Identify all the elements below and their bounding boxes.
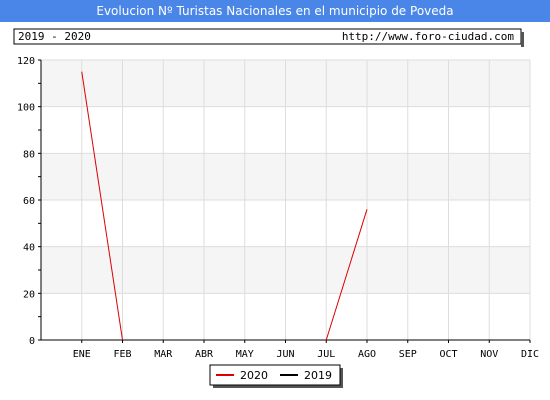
x-tick-label: AGO <box>358 349 376 360</box>
plot-area: 0 20 40 60 80 100 120 ENE FEB MAR ABR MAY JUN JUL AGO S… <box>17 56 539 360</box>
legend-box <box>209 364 341 386</box>
x-tick-label: ABR <box>195 349 214 360</box>
x-tick-label: OCT <box>439 349 457 360</box>
legend-label: 2020 <box>240 369 268 382</box>
x-tick-label: JUL <box>317 349 335 360</box>
chart-title: Evolucion Nº Turistas Nacionales en el m… <box>96 4 453 18</box>
x-tick-label: FEB <box>113 349 131 360</box>
legend: 2020 2019 <box>209 364 343 388</box>
series-line-2020 <box>325 209 368 341</box>
y-tick-label: 60 <box>23 196 35 207</box>
y-tick-label: 120 <box>17 56 35 67</box>
x-tick-label: JUN <box>276 349 294 360</box>
x-tick-label: NOV <box>480 349 498 360</box>
x-tick-label: MAR <box>154 349 173 360</box>
legend-label: 2019 <box>304 369 332 382</box>
info-bar-shadow <box>521 32 524 47</box>
title-bar <box>0 0 550 22</box>
x-tick-label: MAY <box>236 349 254 360</box>
series-line-2020 <box>81 71 123 341</box>
source-url: http://www.foro-ciudad.com <box>342 30 515 43</box>
y-tick-label: 40 <box>23 243 35 254</box>
x-tick-label: ENE <box>73 349 91 360</box>
x-tick-label: SEP <box>399 349 417 360</box>
y-tick-label: 80 <box>23 149 35 160</box>
y-tick-label: 100 <box>17 103 35 114</box>
x-tick-label: DIC <box>521 349 539 360</box>
y-tick-label: 20 <box>23 289 35 300</box>
period-label: 2019 - 2020 <box>18 30 91 43</box>
y-tick-label: 0 <box>29 336 35 347</box>
